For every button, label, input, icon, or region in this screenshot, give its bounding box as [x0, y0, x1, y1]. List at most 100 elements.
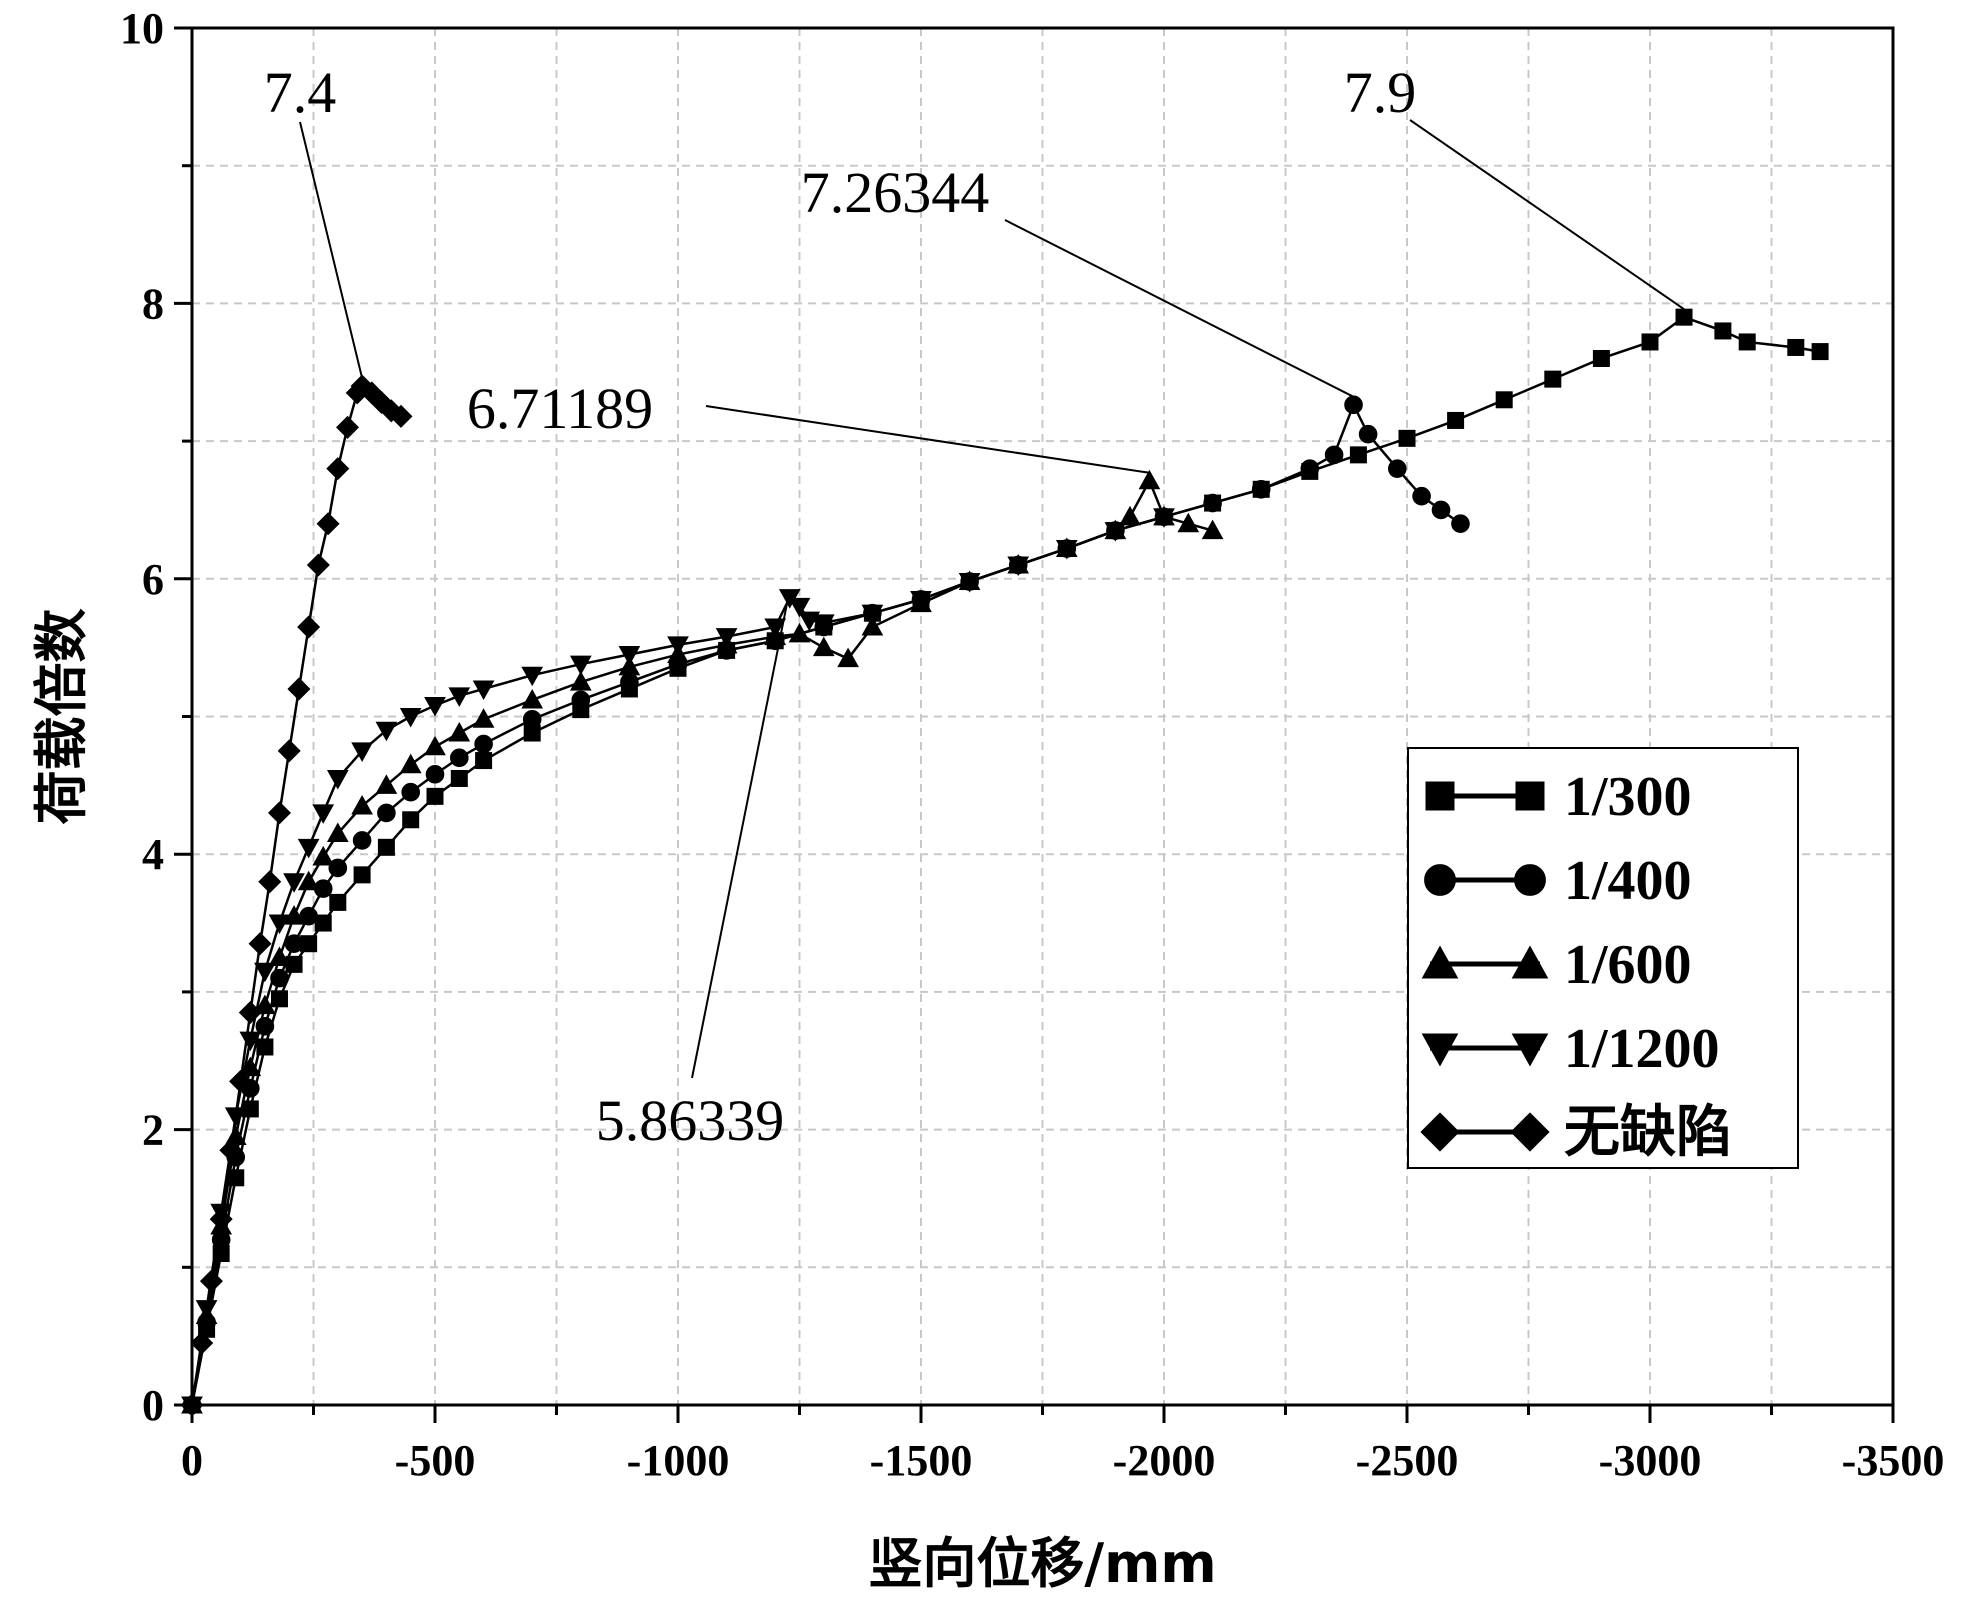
legend-item: 1/600: [1421, 934, 1692, 996]
data-point: [1358, 424, 1378, 444]
data-point: [472, 708, 495, 728]
data-point: [312, 804, 335, 824]
data-point: [571, 690, 591, 710]
data-point: [351, 794, 373, 815]
annotation-leader: [1409, 119, 1685, 310]
data-point: [284, 934, 304, 954]
data-point: [1641, 333, 1659, 351]
data-point: [1349, 446, 1367, 464]
x-tick-label: -1500: [870, 1436, 973, 1485]
data-point: [277, 739, 301, 763]
data-point: [788, 597, 811, 618]
data-point: [861, 604, 884, 625]
data-point: [199, 1269, 223, 1293]
data-point: [351, 742, 373, 762]
data-point: [350, 374, 374, 398]
legend-label: 1/600: [1564, 934, 1692, 996]
data-point: [958, 573, 981, 593]
data-point: [1138, 469, 1161, 490]
data-point: [1398, 429, 1416, 447]
data-point: [258, 870, 282, 894]
gridlines: [192, 28, 1893, 1405]
legend: 1/300 1/400 1/600 1/1200 无缺陷: [1407, 747, 1799, 1169]
legend-marker: [1510, 1112, 1550, 1152]
data-point: [1675, 308, 1693, 326]
legend-item: 无缺陷: [1420, 1102, 1732, 1164]
data-point: [424, 696, 446, 717]
data-point: [326, 769, 349, 790]
data-point: [1201, 519, 1224, 540]
legend-marker: [1515, 781, 1545, 811]
data-point: [1431, 500, 1451, 520]
data-point: [353, 866, 371, 884]
data-point: [812, 636, 835, 657]
data-point: [521, 666, 544, 687]
data-point: [336, 415, 360, 439]
legend-marker: [1424, 864, 1456, 896]
data-point: [326, 822, 349, 843]
data-point: [1007, 556, 1030, 577]
data-point: [521, 688, 544, 709]
data-point: [1738, 333, 1756, 351]
data-point: [1251, 479, 1271, 499]
data-point: [283, 873, 305, 893]
data-point: [1203, 493, 1222, 513]
legend-marker: [1421, 945, 1459, 979]
legend-marker: [1425, 781, 1455, 811]
data-point: [1592, 349, 1610, 367]
annotation-layer: 7.4 6.71189 7.26344 7.9 5.86339: [264, 60, 1685, 1153]
data-point: [1324, 445, 1344, 465]
data-point: [297, 838, 320, 859]
x-tick-label: 0: [181, 1436, 203, 1485]
data-point: [267, 801, 291, 825]
legend-box: [1407, 747, 1799, 1169]
data-point: [268, 946, 291, 966]
legend-marker: [1421, 1033, 1459, 1067]
tick-layer: 0 -500 -1000 -1500 -2000 -2500 -3000 -3500 0 2 4 6 8…: [120, 4, 1944, 1485]
legend-marker: [1511, 1033, 1549, 1067]
legend-label: 无缺陷: [1564, 1102, 1732, 1164]
data-point: [1177, 512, 1200, 533]
data-point: [1119, 505, 1141, 526]
data-point: [569, 671, 592, 691]
x-axis-title: 竖向位移/mm: [868, 1532, 1216, 1595]
data-point: [352, 831, 372, 850]
data-point: [326, 457, 350, 481]
data-point: [209, 1207, 233, 1231]
annotation-leader: [691, 589, 791, 1079]
legend-label: 1/400: [1564, 850, 1692, 912]
data-point: [316, 512, 340, 536]
x-tick-label: -1000: [627, 1436, 730, 1485]
x-tick-label: -3000: [1599, 1436, 1702, 1485]
data-point: [788, 622, 811, 643]
legend-item: 1/1200: [1421, 1018, 1720, 1080]
data-point: [287, 677, 311, 701]
data-point: [472, 680, 495, 700]
data-point: [522, 709, 542, 729]
data-point: [910, 590, 932, 611]
y-tick-label: 8: [142, 279, 164, 328]
data-point: [474, 734, 493, 754]
x-tick-label: -2000: [1113, 1436, 1216, 1485]
data-point: [812, 614, 835, 634]
annotation: 7.9: [1344, 60, 1685, 310]
annotation-label: 5.86339: [596, 1088, 785, 1153]
data-point: [1104, 522, 1127, 542]
y-axis-title: 荷载倍数: [30, 609, 93, 825]
data-point: [254, 994, 276, 1015]
data-point: [1300, 459, 1320, 478]
x-tick-label: -500: [395, 1436, 476, 1485]
data-point: [297, 615, 321, 639]
data-point: [312, 845, 335, 866]
y-tick-label: 2: [142, 1106, 164, 1155]
data-point: [667, 636, 689, 656]
data-point: [297, 870, 320, 891]
series-3: [181, 469, 1224, 1414]
data-point: [399, 753, 422, 774]
data-point: [377, 838, 395, 856]
data-point: [475, 752, 493, 770]
data-point: [329, 893, 347, 911]
data-point: [569, 655, 592, 676]
y-tick-label: 10: [120, 4, 164, 53]
annotation-label: 7.26344: [801, 160, 990, 225]
